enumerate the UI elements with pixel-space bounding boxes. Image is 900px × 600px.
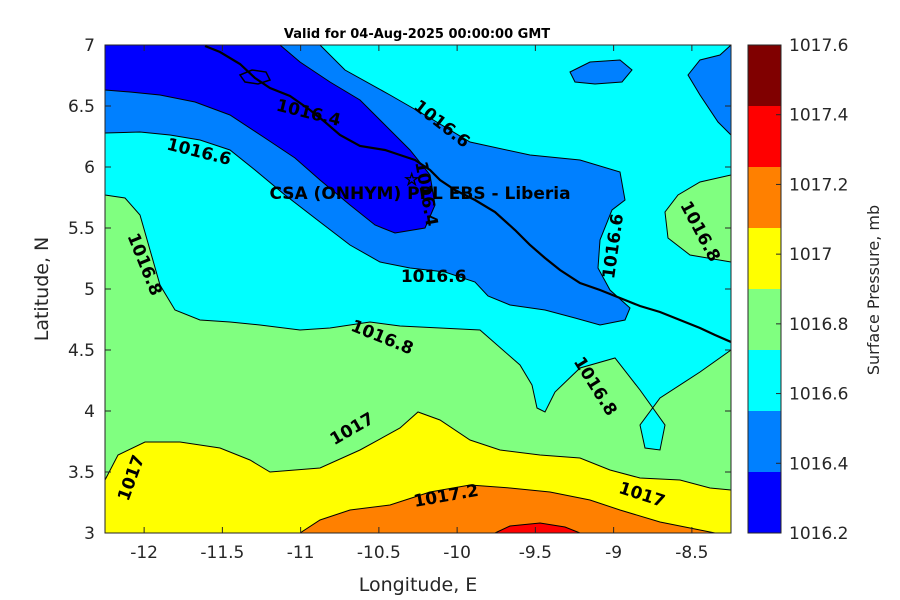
band-1016-2	[105, 45, 436, 234]
colorbar-tick-label: 1017.2	[789, 175, 848, 195]
band-1017-4	[494, 522, 581, 533]
colorbar-segment	[748, 45, 781, 106]
x-tick-label: -10.5	[357, 543, 401, 563]
colorbar-tick-label: 1016.6	[789, 385, 848, 405]
site-label: CSA (ONHYM) PPL EBS - Liberia	[269, 184, 570, 204]
coastline-island	[238, 69, 272, 85]
contour-label: 1016.6	[401, 267, 467, 287]
colorbar-segment	[748, 350, 781, 411]
colorbar-segment	[748, 106, 781, 167]
y-tick-label: 5	[84, 280, 95, 300]
x-tick-label: -9	[605, 543, 622, 563]
y-tick-label: 6	[84, 158, 95, 178]
x-tick-label: -11	[287, 543, 315, 563]
x-tick-label: -10	[443, 543, 471, 563]
y-tick-label: 7	[84, 36, 95, 56]
colorbar: 1016.2 1016.4 1016.6 1016.8 1017 1017.2 1017.4…	[747, 36, 848, 544]
x-axis: -12 -11.5 -11 -10.5 -10 -9.5 -9 -8.5	[130, 45, 708, 563]
band-1017-2	[299, 484, 716, 533]
colorbar-segment	[748, 472, 781, 533]
y-tick-label: 5.5	[68, 219, 95, 239]
colorbar-label: Surface Pressure, mb	[864, 205, 883, 375]
colorbar-tick-label: 1017.6	[789, 36, 848, 56]
y-axis: 3 3.5 4 4.5 5 5.5 6 6.5 7	[68, 36, 731, 544]
colorbar-frame	[747, 44, 782, 534]
band-1016-4-north	[569, 59, 633, 85]
band-1016-8-east	[664, 174, 731, 263]
x-tick-label: -8.5	[675, 543, 708, 563]
colorbar-tick-label: 1017.4	[789, 106, 848, 126]
colorbar-segment	[748, 289, 781, 350]
y-tick-label: 6.5	[68, 97, 95, 117]
x-tick-label: -9.5	[519, 543, 552, 563]
x-tick-label: -12	[130, 543, 158, 563]
colorbar-tick-label: 1016.2	[789, 524, 848, 544]
coastline	[204, 45, 731, 344]
y-tick-label: 4	[84, 402, 95, 422]
colorbar-tick-label: 1016.8	[789, 315, 848, 335]
site-star-icon: ☆	[404, 170, 419, 190]
contour-plot-area	[105, 45, 731, 533]
x-tick-label: -11.5	[200, 543, 244, 563]
y-tick-label: 3	[84, 524, 95, 544]
colorbar-segment	[748, 411, 781, 472]
band-1016-4-northeast	[687, 45, 731, 136]
y-tick-label: 3.5	[68, 463, 95, 483]
colorbar-segment	[748, 167, 781, 228]
colorbar-tick-label: 1016.4	[789, 454, 848, 474]
x-axis-label: Longitude, E	[359, 574, 478, 596]
y-tick-label: 4.5	[68, 341, 95, 361]
y-axis-label: Latitude, N	[31, 237, 53, 342]
colorbar-tick-label: 1017	[789, 245, 832, 265]
map-title: Valid for 04-Aug-2025 00:00:00 GMT	[284, 27, 550, 42]
colorbar-segment	[748, 228, 781, 289]
